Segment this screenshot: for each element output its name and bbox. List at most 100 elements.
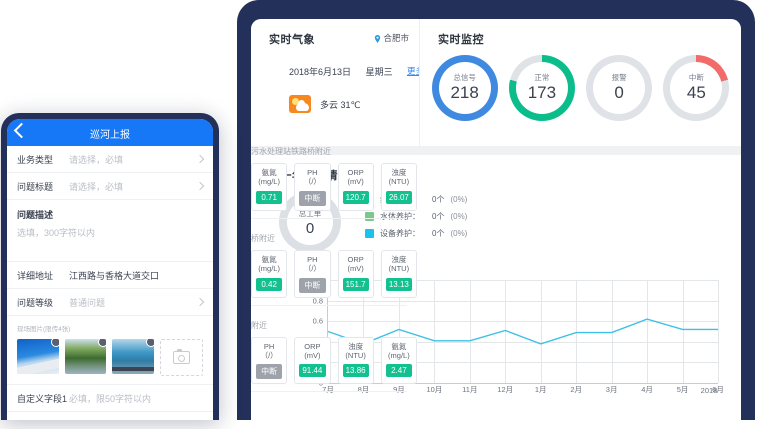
field-custom-1[interactable]: 自定义字段1 必填，限50字符以内 bbox=[7, 385, 213, 412]
phone-mockup: 巡河上报 业务类型 请选择，必填 问题标题 请选择，必填 问题描述 选填，300… bbox=[1, 113, 219, 420]
metric-card[interactable]: ORP (mV) 151.7 bbox=[337, 249, 374, 298]
description-placeholder: 选填，300字符以内 bbox=[17, 228, 96, 238]
metric-key: 氨氮 bbox=[391, 341, 407, 351]
field-site-photos: 现场图片(限传4张) bbox=[7, 316, 213, 385]
legend-name: 设备养护： bbox=[380, 229, 420, 238]
remove-photo-icon[interactable] bbox=[50, 339, 59, 347]
metric-card[interactable]: 氨氮 (mg/L) 0.71 bbox=[251, 163, 288, 211]
chart-gridline bbox=[328, 362, 718, 364]
photo-thumbnail[interactable] bbox=[112, 339, 154, 374]
metric-unit: (NTU) bbox=[388, 264, 410, 274]
gauge-center: 中断 45 bbox=[670, 62, 723, 114]
divider bbox=[251, 391, 407, 393]
metric-card[interactable]: 浊度 (NTU) 13.86 bbox=[337, 336, 374, 385]
chart-year-label: 2018 bbox=[700, 386, 718, 395]
field-address[interactable]: 详细地址 江西路与香格大道交口 bbox=[7, 262, 213, 289]
field-label: 问题等级 bbox=[17, 297, 54, 308]
metric-value: 151.7 bbox=[342, 277, 369, 291]
chart-gridline bbox=[540, 280, 542, 383]
gauge-value: 0 bbox=[614, 82, 624, 102]
weather-condition-text: 多云 31℃ bbox=[320, 98, 361, 111]
gauge-center: 总信号 218 bbox=[438, 62, 491, 114]
photo-thumbnail-list bbox=[17, 339, 203, 376]
weather-date-row: 2018年6月13日 星期三 更多气象 bbox=[289, 65, 441, 78]
photo-thumbnail[interactable] bbox=[17, 339, 59, 374]
metric-card[interactable]: 浊度 (NTU) 26.07 bbox=[380, 163, 417, 211]
metric-key: ORP bbox=[304, 341, 321, 351]
chart-gridline bbox=[718, 280, 719, 383]
sun-cloud-icon bbox=[289, 95, 311, 113]
gauge-value: 173 bbox=[527, 82, 557, 102]
divider bbox=[251, 217, 407, 219]
metric-card[interactable]: PH （/） 中断 bbox=[294, 249, 331, 298]
field-value: 江西路与香格大道交口 bbox=[69, 270, 160, 281]
metric-card[interactable]: 浊度 (NTU) 13.13 bbox=[380, 249, 417, 298]
photo-thumbnail[interactable] bbox=[64, 339, 106, 374]
phone-title: 巡河上报 bbox=[90, 130, 130, 141]
weather-card-title: 实时气象 bbox=[269, 34, 315, 46]
metric-card[interactable]: 氨氮 (mg/L) 2.47 bbox=[380, 336, 417, 385]
field-business-type[interactable]: 业务类型 请选择，必填 bbox=[7, 146, 213, 173]
chart-x-tick: 8月 bbox=[357, 385, 370, 394]
chart-y-tick: 0.6 bbox=[312, 316, 323, 326]
field-label: 详细地址 bbox=[17, 270, 54, 281]
metric-row: 氨氮 (mg/L) 0.42 PH （/） 中断 ORP (mV) 151.7 浊度 (NTU) 13… bbox=[251, 249, 417, 298]
metric-card[interactable]: PH （/） 中断 bbox=[294, 163, 331, 211]
description-label: 问题描述 bbox=[17, 210, 54, 220]
metric-key: 氨氮 bbox=[261, 254, 277, 264]
workorder-donut-value: 0 bbox=[305, 219, 315, 237]
metric-value: 中断 bbox=[256, 364, 283, 380]
field-label: 问题标题 bbox=[17, 181, 54, 192]
weather-condition-row: 多云 31℃ bbox=[289, 95, 419, 113]
chart-x-tick: 5月 bbox=[676, 385, 689, 394]
field-issue-title[interactable]: 问题标题 请选择，必填 bbox=[7, 173, 213, 200]
gauge-center: 报警 0 bbox=[593, 62, 646, 114]
map-pin-icon bbox=[374, 34, 381, 43]
chart-gridline bbox=[398, 280, 400, 383]
chart-x-tick: 2月 bbox=[570, 385, 583, 394]
metric-unit: (mg/L) bbox=[258, 177, 280, 187]
metric-value: 13.13 bbox=[385, 277, 412, 291]
station-name: 附近 bbox=[251, 320, 267, 330]
metric-card[interactable]: ORP (mV) 91.44 bbox=[294, 336, 331, 385]
metric-key: 氨氮 bbox=[261, 168, 277, 177]
metric-row: PH （/） 中断 ORP (mV) 91.44 浊度 (NTU) 13.86 氨氮 (mg/L) 2… bbox=[251, 336, 417, 385]
chart-series-line bbox=[327, 318, 718, 345]
field-custom-2[interactable]: 自定义字段2 选填，限50字符以内 bbox=[7, 412, 213, 420]
remove-photo-icon[interactable] bbox=[145, 339, 154, 347]
metric-row: 氨氮 (mg/L) 0.71 PH （/） 中断 ORP (mV) 120.7 浊度 (NTU) 26… bbox=[251, 163, 417, 211]
metric-key: PH bbox=[263, 341, 275, 351]
photos-label-text: 现场图片 bbox=[17, 326, 43, 333]
metric-key: 浊度 bbox=[348, 341, 364, 351]
phone-navbar: 巡河上报 bbox=[7, 119, 213, 146]
field-description[interactable]: 问题描述 选填，300字符以内 bbox=[7, 200, 213, 262]
metric-unit: (mg/L) bbox=[388, 350, 410, 360]
chevron-right-icon bbox=[195, 154, 205, 164]
gauge-center: 正常 173 bbox=[515, 62, 568, 114]
chart-gridline bbox=[328, 280, 718, 281]
metric-value: 91.44 bbox=[299, 364, 326, 378]
metric-unit: （/） bbox=[303, 264, 321, 274]
legend-percent: (0%) bbox=[450, 229, 468, 238]
metric-card[interactable]: ORP (mV) 120.7 bbox=[337, 163, 374, 211]
water-quality-group-1: 桥附近 氨氮 (mg/L) 0.42 PH （/） 中断 ORP (mV) 151.7 浊度 (NTU… bbox=[237, 223, 417, 310]
weather-date: 2018年6月13日 bbox=[289, 67, 352, 77]
metric-card[interactable]: 氨氮 (mg/L) 0.42 bbox=[251, 249, 288, 298]
chart-x-tick: 3月 bbox=[605, 385, 618, 394]
water-quality-group-0: 污水处理站铁路桥附近 氨氮 (mg/L) 0.71 PH （/） 中断 ORP (mV) 120.… bbox=[237, 136, 417, 223]
chart-gridline bbox=[434, 280, 436, 383]
gauge-label: 总信号 bbox=[453, 72, 476, 82]
add-photo-button[interactable] bbox=[159, 339, 203, 376]
metric-card[interactable]: PH （/） 中断 bbox=[251, 336, 288, 385]
metric-unit: (mV) bbox=[347, 177, 364, 187]
chart-gridline bbox=[363, 280, 365, 383]
monitor-card-title: 实时监控 bbox=[438, 34, 484, 46]
field-issue-level[interactable]: 问题等级 普通问题 bbox=[7, 289, 213, 316]
weather-card: 实时气象 合肥市 2018年6月13日 星期三 更多气象 bbox=[251, 19, 441, 146]
gauge-value: 218 bbox=[450, 82, 479, 102]
chart-gridline bbox=[505, 280, 507, 383]
remove-photo-icon[interactable] bbox=[98, 339, 106, 347]
chart-x-tick: 6月 bbox=[712, 385, 724, 394]
metric-value: 26.07 bbox=[385, 190, 412, 204]
weather-location[interactable]: 合肥市 bbox=[374, 32, 409, 44]
